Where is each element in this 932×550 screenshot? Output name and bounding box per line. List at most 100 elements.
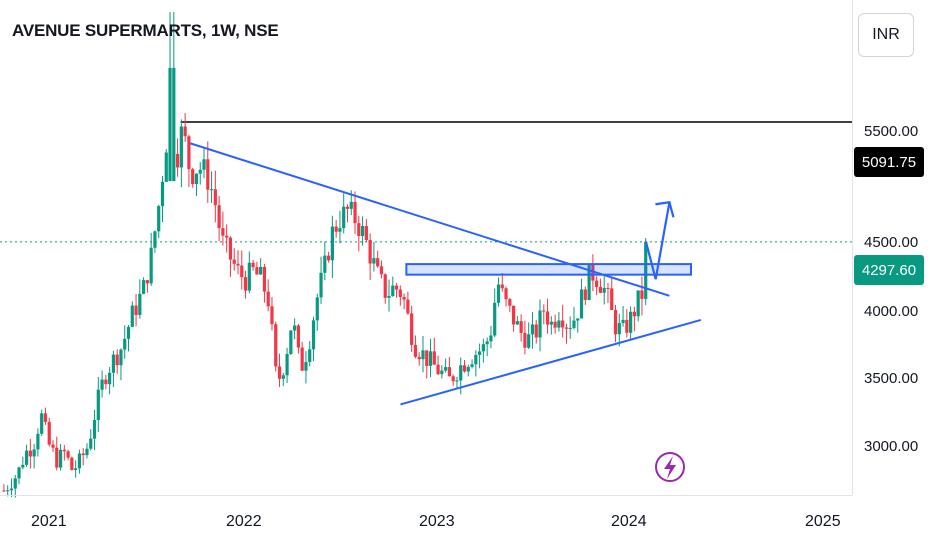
candle-body	[606, 288, 610, 290]
candle-body	[326, 255, 331, 261]
upper-trendline	[190, 142, 670, 297]
candle-body	[9, 488, 14, 491]
candle-body	[85, 448, 89, 456]
candle-body	[621, 319, 625, 324]
candle-body	[262, 266, 267, 292]
candle-body	[353, 201, 357, 224]
candle-body	[561, 320, 565, 328]
candle-body	[304, 362, 308, 371]
candle-body	[157, 206, 161, 232]
candle-body	[338, 228, 342, 232]
candle-body	[243, 277, 248, 291]
last-price-badge: 4297.60	[854, 255, 924, 285]
candle-body	[372, 258, 376, 264]
candle-body	[364, 226, 368, 241]
candle-body	[349, 201, 353, 209]
candle-body	[62, 449, 66, 452]
y-tick-label: 4000.00	[864, 303, 919, 320]
candle-body	[410, 313, 414, 345]
candle-body	[342, 206, 346, 229]
candle-body	[602, 288, 606, 293]
candle-body	[406, 299, 410, 314]
candle-body	[402, 297, 406, 300]
candle-body	[123, 338, 127, 350]
candle-body	[557, 320, 561, 328]
chart-title: AVENUE SUPERMARTS, 1W, NSE	[12, 21, 279, 40]
candle-body	[357, 223, 361, 237]
currency-selector[interactable]: INR	[858, 13, 914, 57]
candle-body	[368, 240, 372, 264]
candle-body	[213, 189, 217, 206]
candle-body	[553, 321, 557, 328]
candle-body	[462, 365, 467, 372]
candle-body	[572, 320, 576, 328]
candle-body	[145, 280, 149, 284]
candle-body	[542, 310, 546, 312]
candle-body	[538, 310, 542, 338]
candle-body	[595, 280, 599, 287]
candle-body	[311, 320, 316, 350]
candle-body	[391, 285, 395, 296]
x-tick-label: 2023	[419, 513, 455, 530]
candle-body	[470, 364, 474, 367]
candle-body	[149, 247, 153, 284]
candle-body	[202, 159, 206, 170]
y-tick-label: 4500.00	[864, 234, 919, 251]
candle-body	[160, 181, 165, 207]
candle-body	[474, 354, 478, 365]
candle-body	[115, 354, 119, 366]
candle-body	[640, 290, 644, 299]
candle-body	[527, 334, 531, 348]
candle-body	[111, 354, 116, 373]
y-tick-label: 5500.00	[864, 123, 919, 140]
candle-body	[394, 285, 399, 290]
candle-body	[255, 267, 259, 275]
candle-body	[466, 366, 470, 372]
candle-body	[455, 380, 459, 382]
candle-body	[138, 293, 142, 315]
candle-body	[66, 451, 70, 458]
candle-body	[209, 189, 214, 191]
candle-body	[6, 490, 10, 492]
candle-body	[489, 335, 493, 342]
candle-body	[530, 324, 535, 335]
candle-body	[21, 464, 25, 468]
candle-body	[451, 376, 455, 382]
candle-body	[206, 159, 210, 190]
candle-body	[100, 379, 104, 390]
candle-body	[625, 319, 629, 333]
candle-body	[24, 450, 29, 465]
candle-body	[198, 169, 202, 174]
candle-body	[183, 126, 187, 137]
candle-body	[51, 444, 55, 448]
candle-body	[108, 372, 112, 385]
candle-body	[632, 311, 636, 317]
candle-body	[126, 326, 131, 339]
candle-body	[440, 370, 444, 375]
candle-body	[545, 311, 550, 325]
candle-body	[58, 449, 63, 468]
candle-body	[259, 266, 263, 275]
projection-arrow	[644, 202, 671, 280]
candle-body	[168, 67, 172, 182]
candle-body	[534, 324, 538, 338]
candle-body	[308, 349, 312, 363]
candle-body	[379, 266, 384, 275]
candle-body	[89, 438, 93, 449]
candle-body	[13, 478, 17, 489]
candle-body	[345, 206, 350, 209]
candle-body	[511, 305, 516, 325]
candle-body	[323, 255, 327, 273]
candle-body	[32, 449, 36, 457]
resistance-zone	[405, 263, 693, 276]
candle-body	[398, 289, 402, 298]
candlestick-series	[2, 12, 648, 498]
lightning-icon[interactable]	[655, 452, 685, 482]
candle-body	[187, 136, 191, 170]
candle-body	[617, 323, 621, 335]
candle-body	[493, 302, 497, 336]
x-tick-label: 2021	[31, 513, 67, 530]
candle-body	[221, 228, 225, 236]
candle-body	[74, 468, 78, 470]
